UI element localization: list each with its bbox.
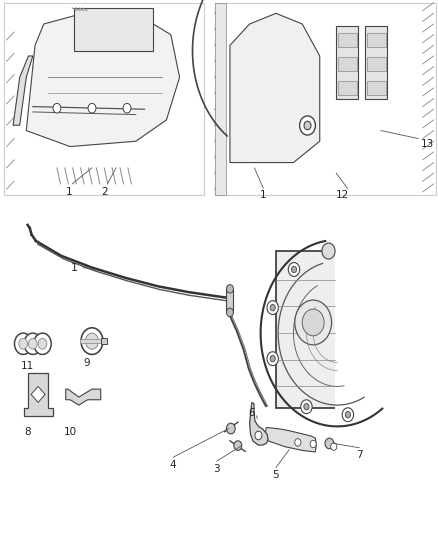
Polygon shape	[31, 386, 45, 402]
Bar	[338, 34, 357, 47]
Circle shape	[300, 116, 315, 135]
Polygon shape	[24, 373, 53, 416]
Text: 2: 2	[101, 187, 108, 197]
Bar	[338, 82, 357, 95]
Circle shape	[19, 338, 28, 349]
Bar	[367, 34, 385, 47]
Text: 11: 11	[21, 361, 34, 372]
Circle shape	[295, 300, 332, 345]
Circle shape	[342, 408, 353, 422]
Circle shape	[310, 440, 316, 448]
Circle shape	[226, 285, 233, 293]
Bar	[338, 58, 357, 71]
Text: 7: 7	[356, 450, 363, 461]
Circle shape	[234, 441, 242, 450]
Circle shape	[38, 338, 47, 349]
Text: 5: 5	[272, 470, 279, 480]
Circle shape	[302, 309, 324, 336]
Circle shape	[267, 352, 279, 366]
Circle shape	[322, 243, 335, 259]
Circle shape	[85, 333, 99, 349]
Bar	[4, 3, 204, 195]
Text: 8: 8	[25, 427, 32, 438]
Bar	[367, 58, 385, 71]
Circle shape	[301, 400, 312, 414]
Circle shape	[255, 431, 262, 440]
Bar	[367, 82, 385, 95]
Circle shape	[270, 356, 276, 362]
Polygon shape	[230, 13, 320, 163]
Circle shape	[288, 263, 300, 277]
Polygon shape	[13, 56, 33, 125]
Text: 1: 1	[71, 263, 78, 272]
Text: 4: 4	[170, 460, 177, 470]
Text: 1: 1	[66, 187, 73, 197]
Circle shape	[267, 301, 279, 314]
Circle shape	[24, 333, 42, 354]
Bar	[226, 289, 233, 312]
Bar	[74, 8, 153, 51]
Circle shape	[331, 443, 337, 450]
Circle shape	[325, 438, 334, 449]
Text: 12: 12	[336, 190, 350, 200]
Polygon shape	[276, 251, 335, 408]
Bar	[336, 26, 358, 99]
Text: 13: 13	[420, 139, 434, 149]
Circle shape	[291, 266, 297, 273]
Bar	[101, 338, 107, 344]
Bar	[215, 3, 436, 195]
Text: 10: 10	[64, 427, 77, 438]
Circle shape	[295, 439, 301, 446]
Text: 9: 9	[83, 358, 90, 368]
Circle shape	[53, 103, 61, 113]
Text: 3: 3	[213, 464, 220, 474]
Polygon shape	[265, 427, 316, 452]
Circle shape	[34, 333, 51, 354]
Circle shape	[304, 121, 311, 130]
Circle shape	[81, 328, 103, 354]
Text: 6: 6	[248, 408, 255, 418]
Circle shape	[226, 423, 235, 434]
Circle shape	[123, 103, 131, 113]
Polygon shape	[250, 402, 268, 445]
Circle shape	[304, 403, 309, 410]
Polygon shape	[26, 13, 180, 147]
Bar	[365, 26, 387, 99]
Polygon shape	[66, 389, 101, 405]
Circle shape	[88, 103, 96, 113]
Circle shape	[14, 333, 32, 354]
Circle shape	[226, 308, 233, 317]
Circle shape	[270, 304, 276, 311]
Circle shape	[28, 338, 37, 349]
Circle shape	[345, 411, 350, 418]
Bar	[16, 341, 49, 346]
Bar	[80, 339, 104, 343]
Text: 1: 1	[260, 190, 267, 200]
Bar	[215, 3, 226, 195]
